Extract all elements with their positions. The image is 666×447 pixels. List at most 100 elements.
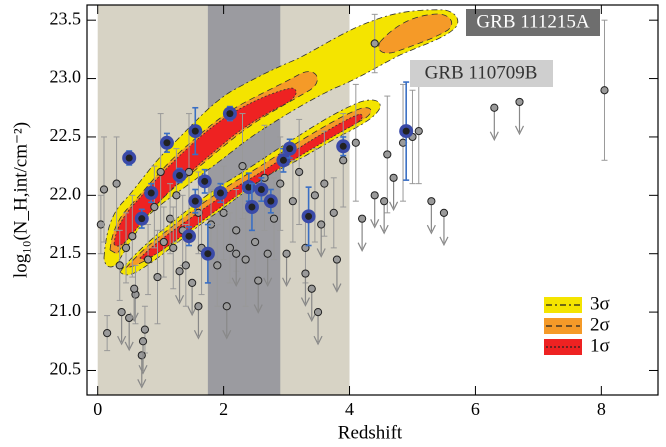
x-tick-label: 2 <box>219 399 228 419</box>
x-tick-label: 8 <box>597 399 606 419</box>
point-core <box>163 139 171 147</box>
point <box>188 278 197 288</box>
point <box>115 261 124 270</box>
point <box>370 191 379 200</box>
y-tick-label: 23.5 <box>50 8 82 28</box>
point <box>181 261 190 270</box>
y-axis-label: log₁₀(N_H,int/cm⁻²) <box>10 122 31 278</box>
x-tick-label: 6 <box>471 399 480 419</box>
upper-limit-arrowhead <box>124 341 134 352</box>
point-core <box>305 212 313 220</box>
point <box>380 197 389 206</box>
annotation-box <box>410 60 553 87</box>
point <box>128 232 137 241</box>
point <box>263 249 272 258</box>
point <box>250 237 260 247</box>
point <box>276 179 285 188</box>
point <box>143 255 153 264</box>
upper-limit-arrowhead <box>332 283 342 293</box>
y-tick-label: 23.0 <box>50 67 82 87</box>
point <box>310 191 319 200</box>
point <box>222 302 231 311</box>
point-core <box>147 189 155 197</box>
point-core <box>257 185 265 193</box>
point-core <box>279 156 287 164</box>
point <box>339 156 348 165</box>
point <box>389 173 398 182</box>
point <box>439 208 449 217</box>
point <box>213 261 222 270</box>
point-core <box>176 171 184 179</box>
point <box>282 249 291 258</box>
point-core <box>191 197 199 205</box>
point <box>307 284 316 293</box>
x-tick-label: 4 <box>345 399 354 419</box>
point-core <box>191 127 199 135</box>
point-core <box>267 197 275 205</box>
upper-limit-arrowhead <box>357 242 367 253</box>
upper-limit-arrowhead <box>137 379 147 389</box>
upper-limit-arrowhead <box>117 335 127 346</box>
point <box>96 220 105 229</box>
point <box>383 150 392 159</box>
point-core <box>125 154 133 162</box>
point <box>194 302 203 311</box>
point-core <box>185 232 193 240</box>
confidence-contours <box>103 9 459 276</box>
point <box>169 243 178 252</box>
point-core <box>216 189 224 197</box>
point <box>172 191 181 200</box>
upper-limit-arrowhead <box>187 306 197 317</box>
point <box>166 214 175 223</box>
point <box>515 97 524 107</box>
upper-limit-arrowhead <box>489 131 499 142</box>
upper-limit-arrowhead <box>175 294 185 305</box>
point <box>490 103 499 112</box>
upper-limit-arrowhead <box>514 125 525 136</box>
point <box>351 138 360 147</box>
point <box>138 337 148 346</box>
point <box>137 351 146 360</box>
point <box>329 208 338 217</box>
upper-limit-arrowhead <box>370 219 380 229</box>
upper-limit-arrowhead <box>439 236 449 247</box>
legend-label: 3σ <box>590 293 610 314</box>
point <box>269 214 279 223</box>
legend-label: 1σ <box>590 335 610 356</box>
point <box>121 243 131 252</box>
point-core <box>402 127 410 135</box>
upper-limit-arrowhead <box>313 335 323 346</box>
point <box>153 272 162 282</box>
point-core <box>226 110 234 118</box>
point-core <box>201 177 209 185</box>
point <box>232 226 241 235</box>
y-tick-label: 21.0 <box>50 300 82 320</box>
point <box>238 162 247 171</box>
upper-limit-arrowhead <box>316 248 326 258</box>
point <box>159 237 168 247</box>
x-tick-label: 0 <box>93 399 102 419</box>
point <box>241 255 250 264</box>
point <box>317 220 326 229</box>
point <box>219 208 228 217</box>
point <box>332 255 342 264</box>
point <box>150 202 159 212</box>
y-tick-label: 20.5 <box>50 359 82 379</box>
point <box>232 249 241 258</box>
point <box>117 307 126 317</box>
point-core <box>138 215 146 223</box>
upper-limit-arrowhead <box>222 329 232 340</box>
point-core <box>245 183 253 191</box>
upper-limit-arrowhead <box>389 201 399 212</box>
y-tick-label: 21.5 <box>50 242 82 262</box>
point <box>358 214 367 223</box>
upper-limit-arrowhead <box>282 277 292 288</box>
point-core <box>339 142 347 150</box>
point-core <box>204 250 212 258</box>
point <box>140 325 150 334</box>
legend-label: 2σ <box>590 314 610 335</box>
upper-limit-arrowhead <box>193 329 203 340</box>
x-axis-label: Redshift <box>338 422 403 443</box>
upper-limit-arrowhead <box>379 224 389 235</box>
